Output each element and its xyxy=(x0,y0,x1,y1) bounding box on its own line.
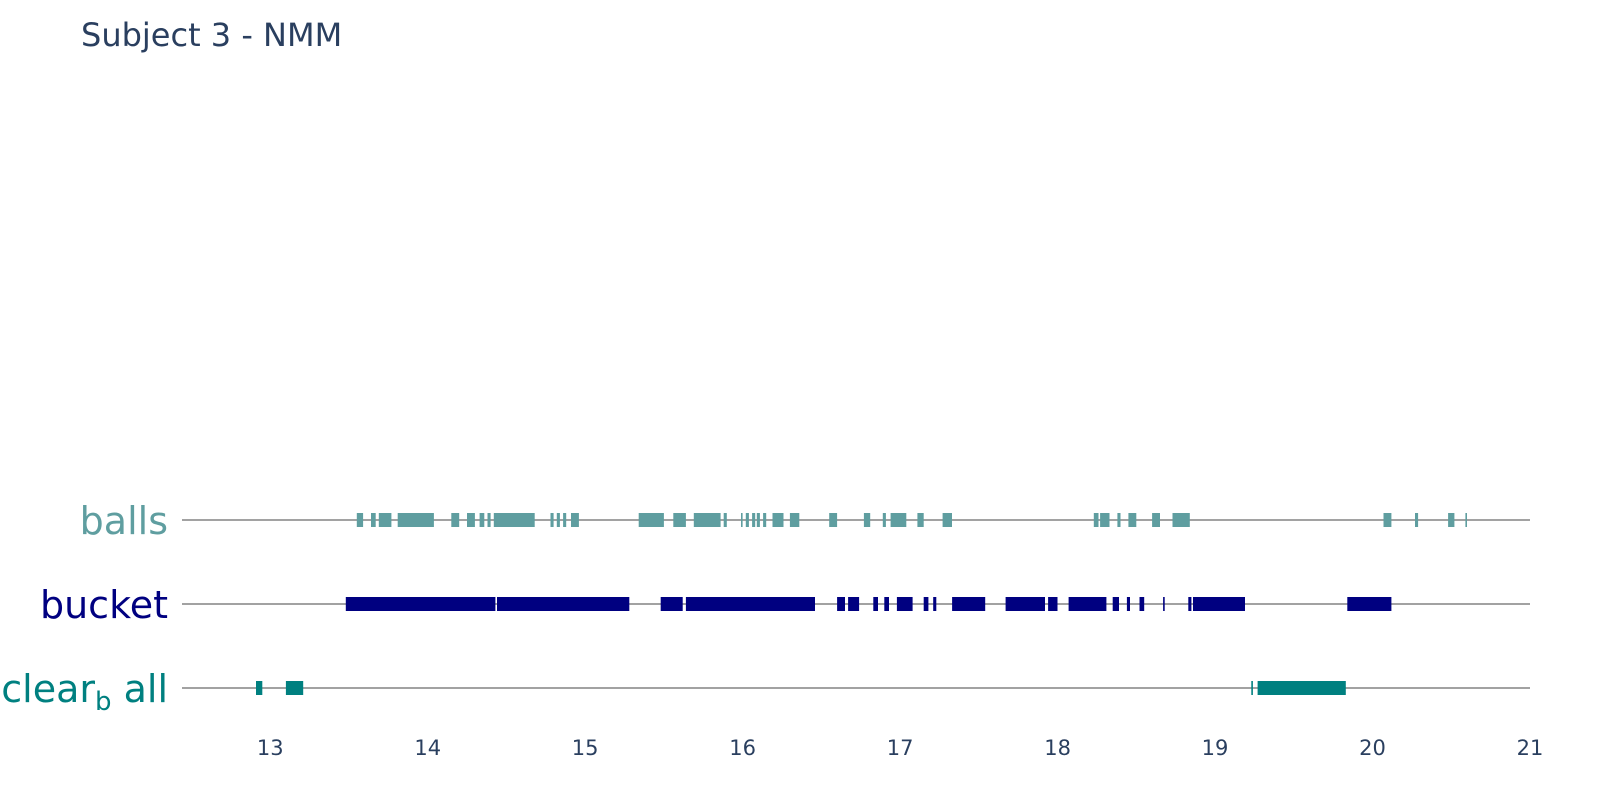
track-balls-event-33 xyxy=(1128,513,1137,527)
track-bucket-event-15 xyxy=(1112,597,1119,611)
track-balls-event-11 xyxy=(563,513,567,527)
track-balls-event-8 xyxy=(493,513,535,527)
track-bucket-event-12 xyxy=(1005,597,1045,611)
track-balls-label-main: balls xyxy=(80,499,168,543)
x-tick-label-16: 16 xyxy=(729,736,756,760)
track-balls-event-37 xyxy=(1415,513,1419,527)
track-bucket-event-16 xyxy=(1126,597,1130,611)
track-bucket-event-10 xyxy=(933,597,937,611)
track-balls-event-34 xyxy=(1152,513,1160,527)
track-balls-event-2 xyxy=(378,513,392,527)
track-clear-label-main: clear xyxy=(1,667,95,711)
track-balls-event-38 xyxy=(1448,513,1455,527)
x-tick-label-14: 14 xyxy=(414,736,441,760)
track-clear-label-subscript: b xyxy=(95,687,112,717)
track-balls-event-39 xyxy=(1465,513,1467,527)
track-balls-event-18 xyxy=(745,513,749,527)
track-clear-event-2 xyxy=(1251,681,1253,695)
track-bucket-label-main: bucket xyxy=(40,583,168,627)
track-clear-event-0 xyxy=(256,681,263,695)
track-balls-event-9 xyxy=(550,513,554,527)
track-balls-event-29 xyxy=(942,513,952,527)
track-balls-event-30 xyxy=(1093,513,1099,527)
track-bucket-event-11 xyxy=(952,597,986,611)
track-balls-event-12 xyxy=(571,513,579,527)
track-bucket-event-4 xyxy=(837,597,845,611)
x-tick-label-13: 13 xyxy=(257,736,284,760)
track-balls-event-23 xyxy=(789,513,800,527)
track-balls-event-13 xyxy=(638,513,664,527)
track-labels: balls bucket clearb all xyxy=(1,499,168,717)
x-tick-label-18: 18 xyxy=(1044,736,1071,760)
x-tick-label-21: 21 xyxy=(1517,736,1544,760)
track-clear-event-3 xyxy=(1257,681,1346,695)
track-balls-event-6 xyxy=(479,513,485,527)
track-balls-event-28 xyxy=(917,513,924,527)
track-balls-event-32 xyxy=(1117,513,1121,527)
tracks-layer xyxy=(182,513,1530,695)
track-balls-event-4 xyxy=(451,513,460,527)
track-bucket-event-8 xyxy=(896,597,913,611)
track-balls-event-26 xyxy=(882,513,886,527)
track-balls-event-25 xyxy=(863,513,871,527)
x-tick-label-20: 20 xyxy=(1359,736,1386,760)
track-bucket-event-17 xyxy=(1139,597,1145,611)
chart-title: Subject 3 - NMM xyxy=(81,16,343,54)
track-bucket-event-5 xyxy=(848,597,860,611)
track-balls-event-20 xyxy=(756,513,760,527)
track-clear-label: clearb all xyxy=(1,667,168,717)
track-balls-event-3 xyxy=(397,513,434,527)
track-bucket-event-3 xyxy=(685,597,815,611)
track-balls-event-14 xyxy=(673,513,686,527)
x-tick-label-15: 15 xyxy=(572,736,599,760)
track-bucket-event-19 xyxy=(1188,597,1192,611)
track-bucket-event-7 xyxy=(884,597,889,611)
track-balls-event-21 xyxy=(763,513,767,527)
x-axis-ticks: 13 14 15 16 17 18 19 20 21 xyxy=(257,736,1544,760)
x-tick-label-19: 19 xyxy=(1202,736,1229,760)
track-bucket-event-6 xyxy=(873,597,878,611)
track-balls-event-7 xyxy=(487,513,491,527)
track-balls-event-15 xyxy=(693,513,721,527)
track-balls-event-10 xyxy=(556,513,560,527)
track-balls-event-5 xyxy=(467,513,475,527)
x-tick-label-17: 17 xyxy=(887,736,914,760)
track-clear-event-1 xyxy=(285,681,304,695)
track-balls-event-17 xyxy=(741,513,743,527)
track-clear-label-tail: all xyxy=(112,667,168,711)
track-bucket-event-18 xyxy=(1163,597,1165,611)
track-balls-event-16 xyxy=(723,513,727,527)
track-bucket-event-20 xyxy=(1193,597,1245,611)
track-balls-label: balls xyxy=(80,499,168,543)
track-bucket-event-9 xyxy=(923,597,929,611)
track-bucket-event-1 xyxy=(497,597,630,611)
track-balls-event-0 xyxy=(356,513,364,527)
track-balls-event-36 xyxy=(1383,513,1392,527)
track-bucket-event-0 xyxy=(345,597,496,611)
track-bucket-event-13 xyxy=(1048,597,1058,611)
track-bucket-label: bucket xyxy=(40,583,168,627)
track-balls-event-24 xyxy=(829,513,838,527)
track-balls-event-35 xyxy=(1172,513,1190,527)
track-bucket-event-14 xyxy=(1068,597,1107,611)
track-bucket-event-21 xyxy=(1347,597,1392,611)
track-balls-event-22 xyxy=(772,513,784,527)
track-balls-event-27 xyxy=(890,513,907,527)
track-balls-event-31 xyxy=(1100,513,1110,527)
track-bucket-event-2 xyxy=(660,597,683,611)
track-balls-event-1 xyxy=(371,513,376,527)
track-balls-event-19 xyxy=(752,513,756,527)
